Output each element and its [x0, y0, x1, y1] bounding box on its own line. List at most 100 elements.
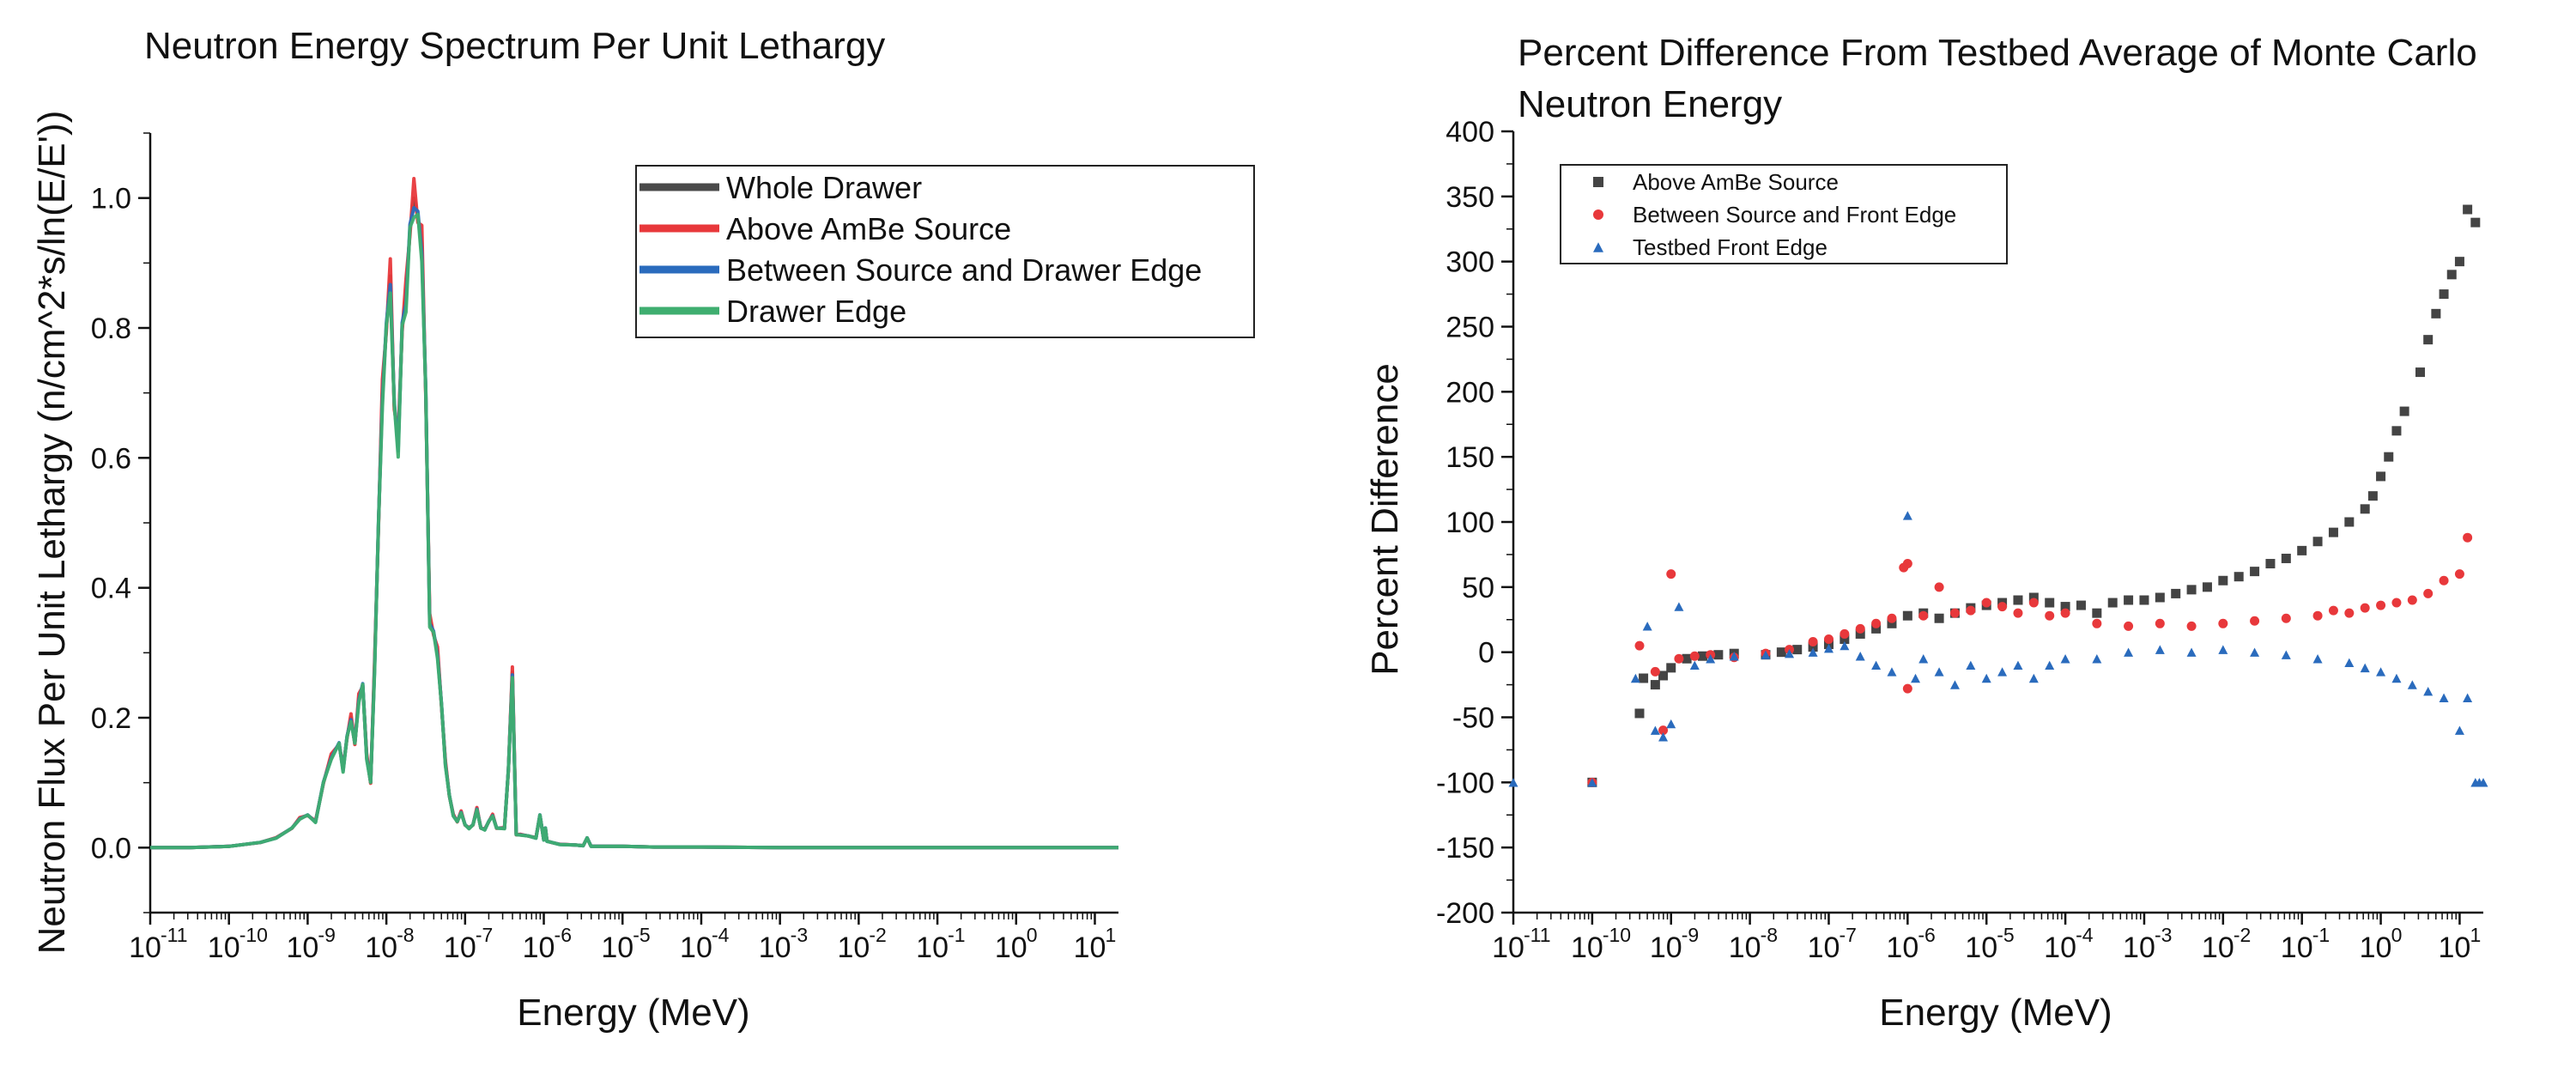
right-y-tick-label: 300 [1446, 246, 1494, 279]
right-data-point [2155, 618, 2165, 628]
right-data-point [2454, 725, 2464, 735]
right-data-point [2060, 654, 2070, 664]
left-x-tick-exponent: -6 [555, 924, 572, 946]
right-data-point [1729, 651, 1739, 661]
right-y-tick-label: 400 [1446, 116, 1494, 149]
right-data-point [2463, 204, 2473, 215]
right-data-point [2399, 406, 2409, 416]
left-x-tick-label: 10 [208, 931, 240, 964]
right-data-point [2376, 471, 2386, 482]
right-x-tick-exponent: -8 [1761, 924, 1778, 946]
right-data-point [1981, 673, 1991, 683]
right-data-point [1823, 643, 1834, 653]
left-chart: Neutron Energy Spectrum Per Unit Letharg… [31, 25, 1255, 1034]
right-legend-label: Between Source and Front Edge [1633, 202, 1956, 228]
left-x-tick-label: 10 [837, 931, 870, 964]
right-legend-box [1560, 164, 2008, 264]
right-data-point [1792, 645, 1803, 655]
right-x-tick-exponent: -3 [2155, 924, 2172, 946]
right-data-point [2155, 645, 2165, 654]
left-y-axis-label: Neutron Flux Per Unit Lethargy (n/cm^2*s… [31, 111, 73, 955]
right-x-tick-label: 10 [2202, 931, 2234, 964]
right-data-point [2281, 613, 2291, 623]
right-data-point [1855, 623, 1865, 634]
right-x-tick-exponent: 1 [2470, 924, 2481, 946]
right-data-point [2478, 778, 2488, 787]
right-data-point [2407, 680, 2417, 689]
right-data-point [1508, 778, 1518, 787]
right-data-point [1639, 673, 1649, 683]
right-x-tick-label: 10 [2439, 931, 2471, 964]
right-data-point [2092, 654, 2102, 664]
right-x-tick-label: 10 [2360, 931, 2392, 964]
right-data-point [1840, 634, 1850, 644]
right-data-point [2028, 598, 2039, 608]
right-y-tick-label: 150 [1446, 441, 1494, 474]
right-chart-title-line2: Neutron Energy [1518, 83, 1782, 125]
right-legend-marker [1593, 242, 1603, 252]
left-legend-label: Drawer Edge [726, 294, 906, 329]
right-data-point [1587, 778, 1597, 787]
right-data-point [1902, 511, 1912, 520]
right-data-point [2344, 658, 2355, 668]
right-x-tick-exponent: -6 [1918, 924, 1935, 946]
right-data-point [1630, 673, 1640, 683]
right-data-point [1674, 653, 1684, 664]
right-data-point [2060, 602, 2070, 612]
right-x-tick-exponent: -1 [2312, 924, 2330, 946]
right-data-point [1674, 602, 1684, 611]
right-data-point [2092, 618, 2102, 628]
right-data-point [2344, 517, 2355, 527]
left-x-tick-label: 10 [916, 931, 949, 964]
right-data-point [2250, 616, 2260, 626]
right-x-tick-exponent: -9 [1682, 924, 1699, 946]
right-data-point [2423, 686, 2434, 696]
left-x-tick-exponent: 0 [1027, 924, 1038, 946]
right-data-point [1808, 642, 1818, 652]
right-x-tick-exponent: -11 [1524, 924, 1551, 946]
left-axes: 10 -11 10 -10 10 -9 10 -8 10 -7 10 -6 10 -5 10 -4 10 -3 10… [91, 132, 1118, 964]
right-data-point [1658, 725, 1669, 736]
right-data-point [1911, 673, 1921, 683]
right-data-point [2265, 559, 2276, 569]
left-x-tick-exponent: -11 [161, 924, 188, 946]
left-y-tick-label: 0.0 [91, 832, 131, 865]
left-legend-box [635, 165, 1255, 338]
right-data-point [1697, 651, 1707, 661]
right-data-point [1682, 653, 1692, 664]
right-x-tick-label: 10 [1571, 931, 1603, 964]
right-y-tick-label: 350 [1446, 181, 1494, 214]
left-x-tick-label: 10 [995, 931, 1027, 964]
right-y-tick-label: 100 [1446, 507, 1494, 539]
right-data-point [2155, 592, 2165, 603]
right-data-point [2376, 667, 2386, 677]
right-data-point [2250, 567, 2260, 577]
right-data-point [2124, 621, 2134, 631]
right-data-point [2328, 605, 2338, 616]
right-data-point [1840, 640, 1850, 651]
right-data-point [2186, 647, 2197, 657]
right-data-point [1666, 569, 1676, 580]
right-data-point [2250, 647, 2260, 657]
right-data-point [2124, 647, 2134, 657]
right-data-point [1808, 647, 1818, 657]
right-data-point [2076, 600, 2086, 610]
right-data-point [2092, 608, 2102, 618]
right-data-point [2344, 608, 2355, 618]
right-data-point [2423, 588, 2434, 598]
right-x-tick-label: 10 [2044, 931, 2076, 964]
right-legend-label: Testbed Front Edge [1633, 234, 1827, 260]
right-data-point [2470, 217, 2481, 228]
right-data-point [1949, 608, 1960, 618]
right-data-point [1887, 613, 1897, 623]
right-data-point [1855, 651, 1865, 661]
right-data-point [1761, 650, 1771, 659]
right-data-point [2028, 592, 2039, 603]
right-data-point [1934, 667, 1944, 677]
right-data-point [1981, 598, 1991, 608]
right-data-point [2367, 491, 2378, 501]
right-x-tick-label: 10 [1886, 931, 1918, 964]
right-data-point [1650, 680, 1660, 690]
right-y-tick-label: -100 [1436, 767, 1494, 799]
right-data-point [1650, 725, 1660, 735]
